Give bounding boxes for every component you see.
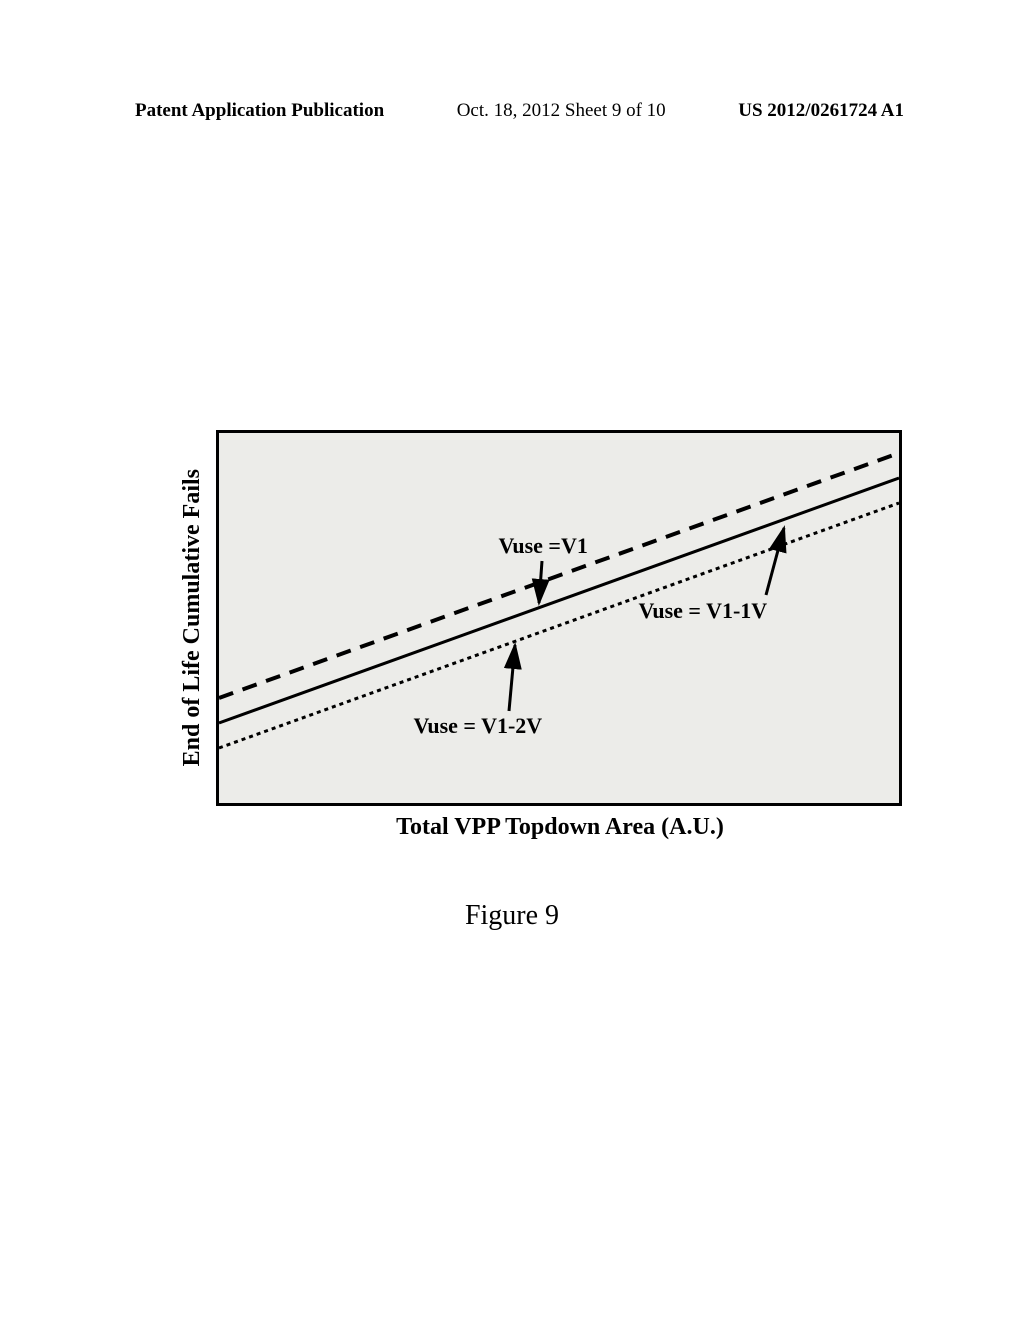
chart: End of Life Cumulative Fails Vuse =V1Vus… (180, 430, 900, 880)
header-mid: Oct. 18, 2012 Sheet 9 of 10 (457, 100, 666, 122)
page-header: Patent Application Publication Oct. 18, … (0, 100, 1024, 122)
series-line (219, 453, 899, 698)
plot-area: Vuse =V1 Vuse = V1-1V Vuse = V1-2V (216, 430, 902, 806)
annotation-arrow (539, 561, 542, 603)
annotation-arrow (766, 528, 784, 595)
header-right: US 2012/0261724 A1 (738, 100, 904, 122)
annotation-arrow (509, 645, 515, 711)
x-axis-label: Total VPP Topdown Area (A.U.) (396, 814, 724, 841)
y-axis-label: End of Life Cumulative Fails (179, 469, 206, 766)
series-line (219, 478, 899, 723)
figure-caption: Figure 9 (0, 900, 1024, 932)
annotation-label: Vuse = V1-2V (414, 713, 543, 739)
header-left: Patent Application Publication (135, 100, 384, 122)
annotation-label: Vuse =V1 (499, 533, 588, 559)
annotation-label: Vuse = V1-1V (639, 598, 768, 624)
